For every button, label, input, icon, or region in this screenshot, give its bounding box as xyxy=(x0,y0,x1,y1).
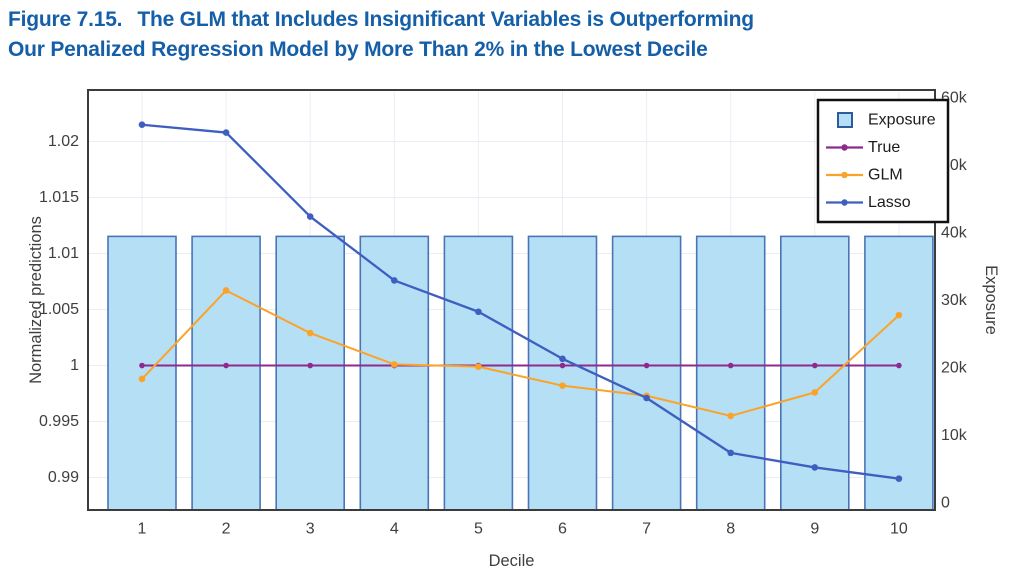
legend-item-exposure[interactable]: Exposure xyxy=(837,112,936,129)
exposure-bar xyxy=(443,235,514,511)
legend-swatch-exposure xyxy=(837,112,853,128)
legend-item-true[interactable]: True xyxy=(826,139,900,156)
plot-border xyxy=(87,89,936,511)
exposure-bar xyxy=(107,235,177,511)
legend-marker-dot xyxy=(841,144,848,151)
y-tick-label-right: 10k xyxy=(941,427,968,444)
y-tick-label-right: 0 xyxy=(941,494,950,511)
y-tick-label-left: 1 xyxy=(70,357,79,374)
data-point-marker xyxy=(727,362,734,369)
legend-label-exposure: Exposure xyxy=(868,112,936,129)
data-point-marker xyxy=(475,308,482,316)
x-tick-label: 7 xyxy=(642,521,651,538)
figure-title-text1: The GLM that Includes Insignificant Vari… xyxy=(137,8,754,31)
x-tick-label: 8 xyxy=(726,521,735,538)
y-tick-label-left: 0.99 xyxy=(48,469,79,486)
y-tick-label-right: 20k xyxy=(941,359,968,376)
data-point-marker xyxy=(559,355,566,363)
x-tick-label: 2 xyxy=(222,521,231,538)
data-point-marker xyxy=(139,362,145,369)
x-tick-label: 9 xyxy=(810,521,819,538)
x-tick-label: 4 xyxy=(390,521,399,538)
x-axis-title: Decile xyxy=(489,552,535,570)
exposure-bar xyxy=(695,235,766,511)
x-tick-label: 10 xyxy=(890,521,908,538)
data-point-marker xyxy=(559,362,566,369)
series-path xyxy=(141,123,900,480)
y-axis-right-title: Exposure xyxy=(982,265,1000,335)
data-point-marker xyxy=(811,389,819,396)
data-point-marker xyxy=(138,375,146,383)
x-axis-tick-labels: 1 2 3 4 5 6 7 8 9 10 xyxy=(138,521,908,538)
exposure-bar xyxy=(191,235,261,511)
figure-number-label: Figure 7.15. xyxy=(8,8,123,31)
series-line-glm xyxy=(138,287,903,420)
y-tick-label-right: 40k xyxy=(941,225,968,242)
series-line-lasso xyxy=(138,121,903,482)
data-point-marker xyxy=(895,311,903,319)
legend-label-lasso: Lasso xyxy=(868,194,911,211)
exposure-bar xyxy=(864,235,934,511)
y-tick-label-left: 1.02 xyxy=(48,133,79,150)
data-point-marker xyxy=(306,213,314,220)
y-axis-left-title: Normalized predictions xyxy=(27,216,45,384)
exposure-bars xyxy=(107,235,934,511)
figure-title-text2: Our Penalized Regression Model by More T… xyxy=(8,38,708,61)
figure-title-line1: Figure 7.15. The GLM that Includes Insign… xyxy=(8,5,998,35)
legend-marker-dot xyxy=(841,199,848,206)
x-tick-label: 6 xyxy=(558,521,567,538)
y-axis-left-tick-labels: 0.99 0.995 1 1.005 1.01 1.015 1.02 xyxy=(39,133,79,486)
legend-label-true: True xyxy=(868,139,900,156)
data-point-marker xyxy=(643,362,650,369)
data-point-marker xyxy=(306,329,314,337)
legend: Exposure True GLM Lasso xyxy=(816,98,950,224)
legend-marker-dot xyxy=(841,171,848,179)
data-point-marker xyxy=(223,362,229,369)
data-point-marker xyxy=(391,277,398,284)
data-point-marker xyxy=(727,449,734,457)
data-point-marker xyxy=(811,464,819,471)
data-point-marker xyxy=(475,363,482,370)
data-point-marker xyxy=(222,287,230,294)
y-tick-label-left: 1.005 xyxy=(39,301,79,318)
y-tick-label-left: 0.995 xyxy=(39,413,79,430)
data-point-marker xyxy=(307,362,314,369)
y-tick-label-right: 30k xyxy=(941,292,968,309)
legend-label-glm: GLM xyxy=(868,167,903,184)
series-path xyxy=(141,289,900,417)
legend-item-lasso[interactable]: Lasso xyxy=(826,194,911,211)
legend-item-glm[interactable]: GLM xyxy=(826,167,903,184)
y-tick-label-left: 1.015 xyxy=(39,189,79,206)
data-point-marker xyxy=(222,129,230,136)
exposure-bar xyxy=(611,235,682,511)
x-tick-label: 5 xyxy=(474,521,483,538)
data-point-marker xyxy=(896,362,902,369)
figure-title: Figure 7.15. The GLM that Includes Insign… xyxy=(8,5,998,65)
exposure-bar xyxy=(527,235,598,511)
data-point-marker xyxy=(643,394,650,402)
data-point-marker xyxy=(391,361,398,368)
data-point-marker xyxy=(727,412,734,420)
data-point-marker xyxy=(812,362,818,369)
data-point-marker xyxy=(559,382,566,389)
data-point-marker xyxy=(138,121,146,129)
exposure-bar xyxy=(275,235,346,511)
y-tick-label-left: 1.01 xyxy=(48,245,79,262)
x-tick-label: 3 xyxy=(306,521,315,538)
x-tick-label: 1 xyxy=(138,521,147,538)
data-point-marker xyxy=(895,475,903,482)
